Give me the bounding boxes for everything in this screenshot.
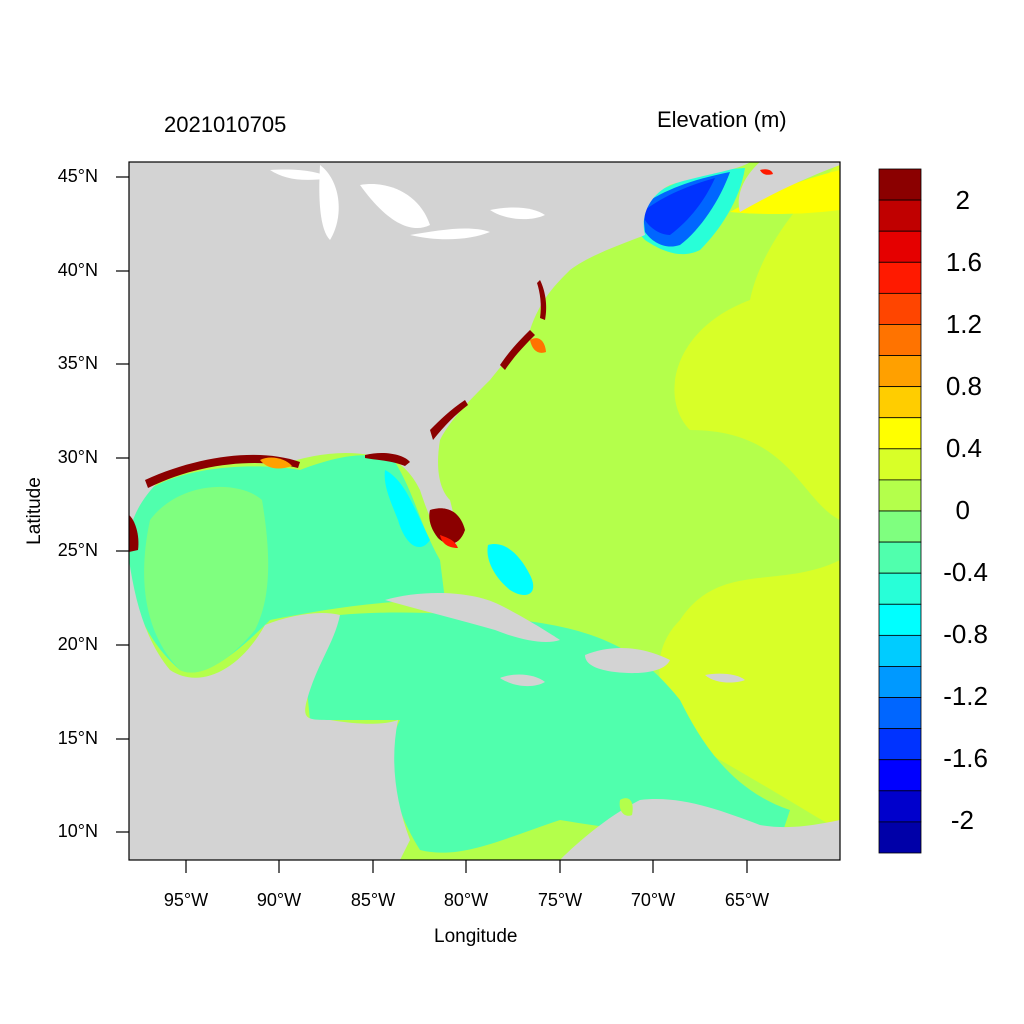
colorbar-label: 0.4 [945, 433, 982, 463]
colorbar-swatch [878, 292, 922, 325]
colorbar-swatch [878, 634, 922, 667]
land [129, 162, 840, 860]
colorbar-label: -0.8 [943, 619, 988, 649]
x-tick-label: 85°W [350, 890, 396, 910]
caribbean-east-high-region [659, 560, 840, 830]
x-tick-label: 95°W [163, 890, 209, 910]
y-tick-label: 35°N [57, 353, 98, 373]
colorbar-swatch [878, 790, 922, 823]
gulf-of-maine-yellow [730, 170, 840, 215]
colorbar-label: 0.8 [945, 371, 982, 401]
colorbar-swatch [878, 386, 922, 419]
x-tick-marks [185, 860, 748, 873]
caribbean-sea [300, 612, 790, 853]
colorbar-label: -1.2 [943, 681, 988, 711]
y-tick-label: 25°N [57, 540, 98, 560]
colorbar-swatch [878, 168, 922, 201]
colorbar-swatch [878, 821, 922, 854]
x-tick-label: 65°W [724, 890, 770, 910]
colorbar-swatch [878, 572, 922, 605]
x-tick-label: 70°W [630, 890, 676, 910]
atlantic-high-region [674, 162, 840, 520]
colorbar [878, 168, 922, 854]
x-tick-label: 90°W [256, 890, 302, 910]
colorbar-swatch [878, 199, 922, 232]
y-tick-label: 20°N [57, 634, 98, 654]
colorbar-label: -2 [950, 805, 974, 835]
colorbar-swatch [878, 603, 922, 636]
colorbar-label: 1.2 [945, 309, 982, 339]
colorbar-label: 1.6 [945, 247, 982, 277]
colorbar-swatch [878, 666, 922, 698]
great-lakes [270, 165, 545, 240]
colorbar-swatch [878, 448, 922, 481]
colorbar-swatch [878, 479, 922, 512]
bahamas-bank [487, 544, 534, 595]
y-tick-marks [116, 176, 129, 833]
x-tick-label: 80°W [443, 890, 489, 910]
carolina-surge-orange [530, 338, 546, 353]
florida-surge-red [440, 535, 458, 548]
x-axis-label: Longitude [434, 926, 518, 947]
colorbar-swatch [878, 261, 922, 294]
variable-label: Elevation (m) [657, 107, 787, 132]
colorbar-label: 2 [955, 185, 970, 215]
y-tick-label: 30°N [57, 447, 98, 467]
colorbar-swatch [878, 324, 922, 356]
colorbar-swatch [878, 417, 922, 450]
x-tick-label: 75°W [537, 890, 583, 910]
y-tick-label: 40°N [57, 260, 98, 280]
colorbar-swatch [878, 759, 922, 792]
northeast-anomaly-core [645, 178, 715, 235]
nova-scotia-surge-red [760, 169, 773, 175]
colorbar-swatch [878, 355, 922, 388]
colorbar-label: -1.6 [943, 743, 988, 773]
map-area [129, 162, 840, 860]
western-gulf-region [144, 486, 269, 673]
date-label: 2021010705 [164, 112, 287, 137]
florida-shelf [384, 470, 430, 548]
lake-maracaibo [619, 798, 633, 816]
coastal-surge [129, 280, 547, 552]
y-tick-label: 15°N [57, 728, 98, 748]
colorbar-label: 0 [955, 495, 970, 525]
y-tick-label: 45°N [57, 166, 98, 186]
y-axis-label: Latitude [24, 477, 45, 545]
y-tick-label: 10°N [57, 821, 98, 841]
colorbar-swatch [878, 728, 922, 761]
colorbar-label: -0.4 [943, 557, 988, 587]
louisiana-surge-orange [260, 457, 292, 469]
colorbar-swatch [878, 697, 922, 730]
colorbar-swatch [878, 541, 922, 574]
plot-frame [128, 161, 841, 861]
